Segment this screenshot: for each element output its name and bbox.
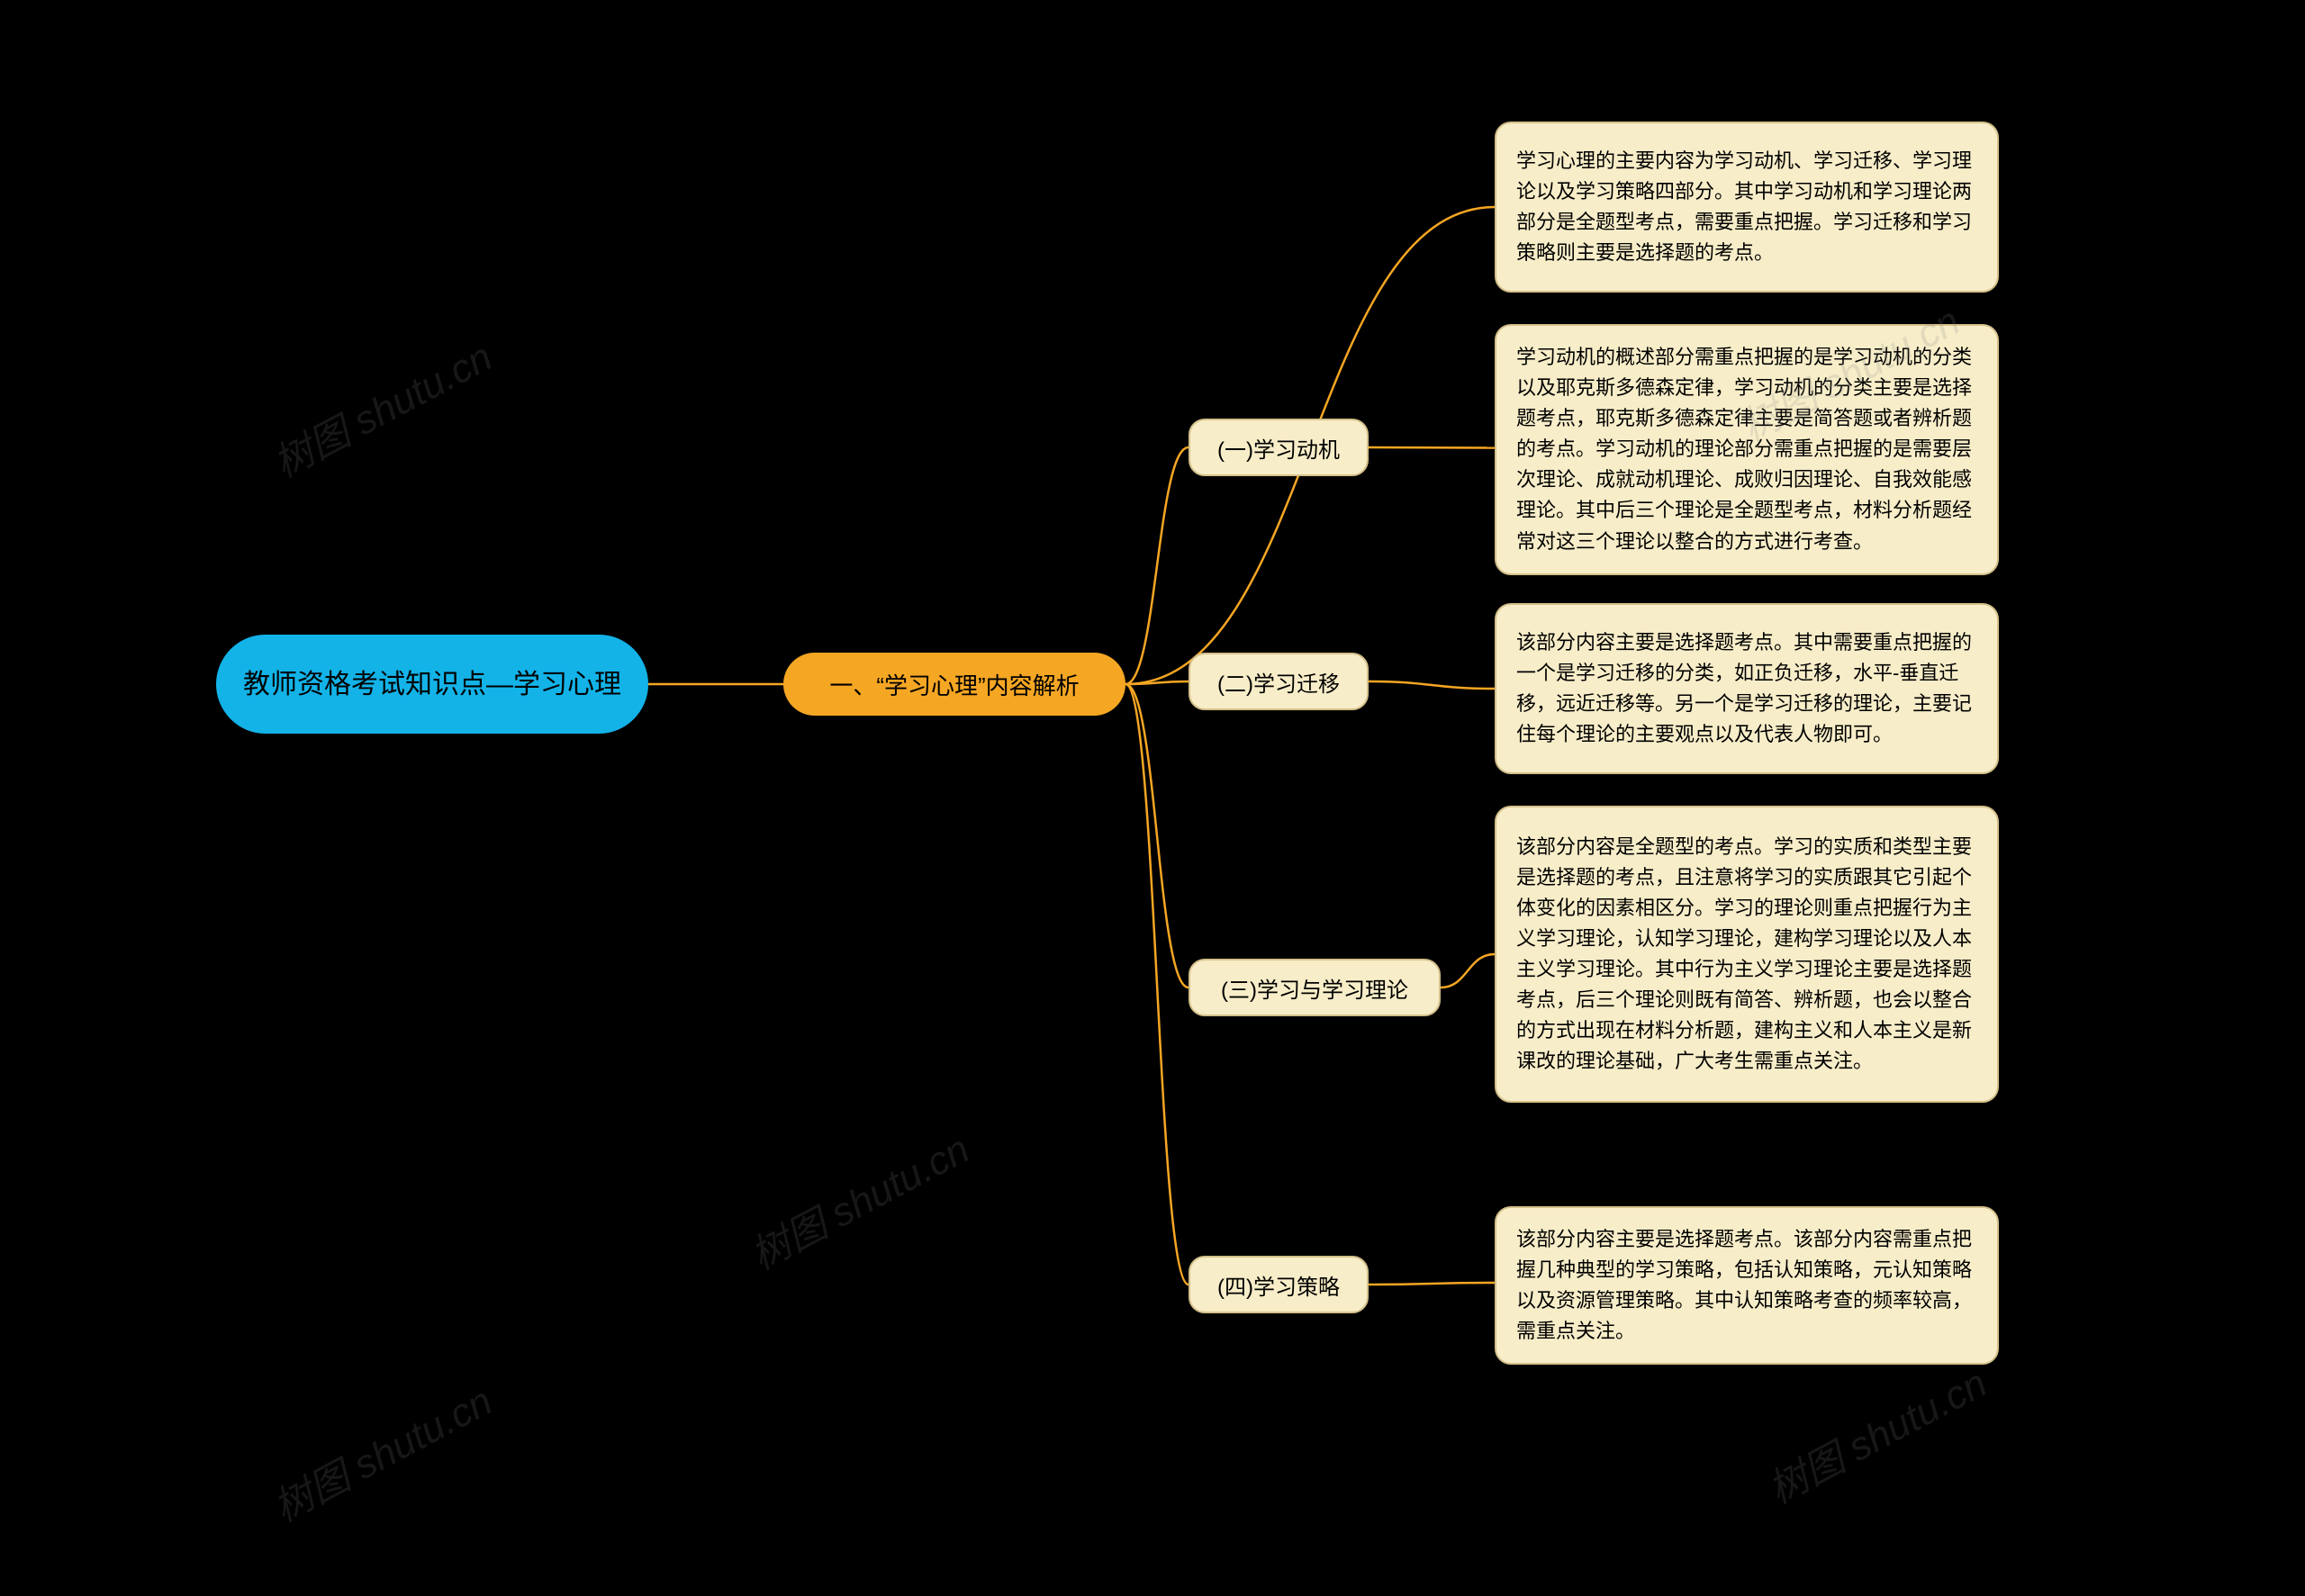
watermark-0: 树图 shutu.cn xyxy=(262,325,501,489)
leaf-node-1-label: 学习动机的概述部分需重点把握的是学习动机的分类以及耶克斯多德森定律，学习动机的分… xyxy=(1516,342,1977,557)
level1-node: 一、“学习心理”内容解析 xyxy=(783,653,1125,716)
level2-node-3-label: (四)学习策略 xyxy=(1217,1269,1340,1301)
level2-node-2: (三)学习与学习理论 xyxy=(1189,959,1441,1016)
level2-node-1: (二)学习迁移 xyxy=(1189,653,1369,710)
root-node-label: 教师资格考试知识点—学习心理 xyxy=(243,664,621,705)
watermark-3: 树图 shutu.cn xyxy=(262,1369,501,1533)
leaf-node-3: 该部分内容是全题型的考点。学习的实质和类型主要是选择题的考点，且注意将学习的实质… xyxy=(1495,806,1999,1103)
leaf-node-0: 学习心理的主要内容为学习动机、学习迁移、学习理论以及学习策略四部分。其中学习动机… xyxy=(1495,122,1999,293)
watermark-2: 树图 shutu.cn xyxy=(739,1117,978,1281)
leaf-node-0-label: 学习心理的主要内容为学习动机、学习迁移、学习理论以及学习策略四部分。其中学习动机… xyxy=(1516,146,1977,268)
root-node: 教师资格考试知识点—学习心理 xyxy=(216,635,648,734)
leaf-node-4-label: 该部分内容主要是选择题考点。该部分内容需重点把握几种典型的学习策略，包括认知策略… xyxy=(1516,1224,1977,1347)
leaf-node-3-label: 该部分内容是全题型的考点。学习的实质和类型主要是选择题的考点，且注意将学习的实质… xyxy=(1516,832,1977,1078)
mindmap-canvas: 教师资格考试知识点—学习心理 一、“学习心理”内容解析 (一)学习动机 (二)学习迁移… xyxy=(0,0,2305,1596)
level2-node-1-label: (二)学习迁移 xyxy=(1217,666,1340,698)
level2-node-3: (四)学习策略 xyxy=(1189,1256,1369,1313)
watermark-4: 树图 shutu.cn xyxy=(1757,1351,1995,1515)
leaf-node-4: 该部分内容主要是选择题考点。该部分内容需重点把握几种典型的学习策略，包括认知策略… xyxy=(1495,1206,1999,1365)
level1-node-label: 一、“学习心理”内容解析 xyxy=(829,668,1079,701)
leaf-node-1: 学习动机的概述部分需重点把握的是学习动机的分类以及耶克斯多德森定律，学习动机的分… xyxy=(1495,324,1999,575)
leaf-node-2-label: 该部分内容主要是选择题考点。其中需要重点把握的一个是学习迁移的分类，如正负迁移，… xyxy=(1516,627,1977,750)
leaf-node-2: 该部分内容主要是选择题考点。其中需要重点把握的一个是学习迁移的分类，如正负迁移，… xyxy=(1495,603,1999,774)
level2-node-0: (一)学习动机 xyxy=(1189,419,1369,476)
level2-node-2-label: (三)学习与学习理论 xyxy=(1221,972,1408,1004)
level2-node-0-label: (一)学习动机 xyxy=(1217,432,1340,464)
